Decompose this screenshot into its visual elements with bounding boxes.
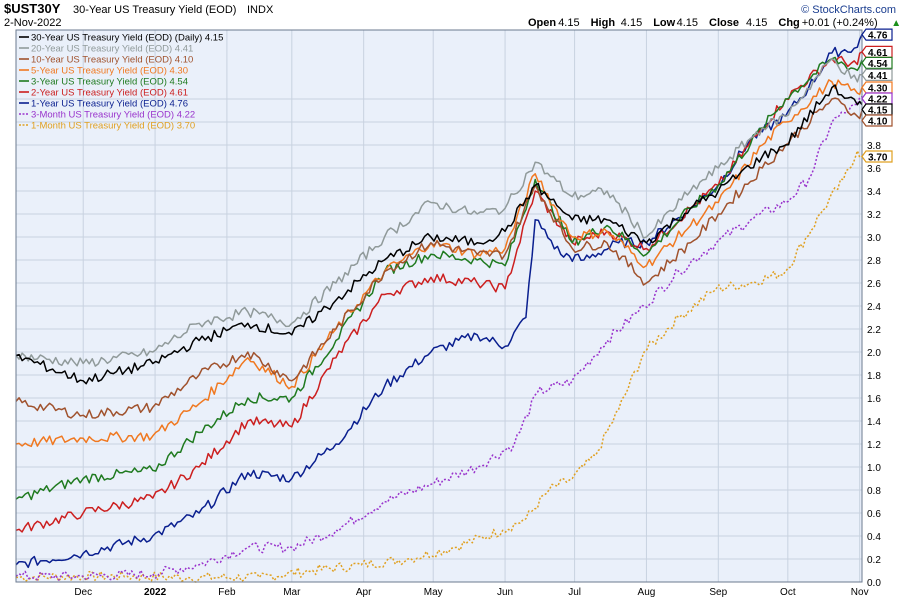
x-tick-label: Apr — [356, 587, 372, 598]
value-tag-label: 4.54 — [868, 59, 888, 70]
ohlc-label: Chg — [778, 17, 799, 29]
series-line — [15, 51, 863, 533]
y-tick-label: 0.2 — [867, 555, 881, 566]
y-tick-label: 3.0 — [867, 233, 881, 244]
x-tick-label: Dec — [74, 587, 92, 598]
series-line — [16, 150, 863, 583]
y-tick-label: 1.0 — [867, 463, 881, 474]
value-tag-label: 4.22 — [868, 95, 888, 106]
legend-entry: 5-Year US Treasury Yield (EOD) 4.30 — [31, 66, 188, 77]
y-tick-label: 3.2 — [867, 210, 881, 221]
series-line — [15, 56, 863, 501]
series-line — [15, 58, 863, 367]
x-tick-label: May — [424, 587, 443, 598]
chart-exchange: INDX — [247, 4, 274, 16]
y-tick-label: 2.2 — [867, 325, 881, 336]
series-line — [15, 79, 863, 448]
legend-entry: 1-Month US Treasury Yield (EOD) 3.70 — [31, 121, 195, 132]
y-tick-label: 1.8 — [867, 371, 881, 382]
series-line — [15, 34, 863, 569]
y-tick-label: 3.8 — [867, 141, 881, 152]
chg-up-icon: ▲ — [891, 18, 900, 29]
y-tick-label: 0.8 — [867, 486, 881, 497]
legend-entry: 3-Month US Treasury Yield (EOD) 4.22 — [31, 110, 195, 121]
y-tick-label: 1.2 — [867, 440, 881, 451]
legend-entry: 1-Year US Treasury Yield (EOD) 4.76 — [31, 99, 188, 110]
ohlc-value: 4.15 — [677, 17, 698, 29]
y-tick-label: 0.0 — [867, 578, 881, 589]
series-line — [15, 84, 863, 385]
y-tick-label: 2.6 — [867, 279, 881, 290]
x-tick-label: Jul — [568, 587, 581, 598]
y-tick-label: 2.0 — [867, 348, 881, 359]
x-tick-label: Oct — [780, 587, 796, 598]
y-tick-label: 2.4 — [867, 302, 881, 313]
legend-entry: 20-Year US Treasury Yield (EOD) 4.41 — [31, 44, 193, 55]
x-tick-label: Nov — [851, 587, 869, 598]
ohlc-value: 4.15 — [558, 17, 579, 29]
ohlc-value: +0.01 (+0.24%) — [802, 17, 878, 29]
value-tags: 4.76 4.614.544.41 4.304.224.154.10 3.70 — [861, 28, 893, 164]
value-tag — [861, 45, 893, 58]
plot-area: 0.0 0.2 0.4 0.6 0.8 1.0 1.2 1.4 1.6 1.8 2.0 2.2 2.4 2… — [15, 29, 881, 598]
x-tick-label: Sep — [709, 587, 727, 598]
ohlc-value: 4.15 — [746, 17, 767, 29]
ohlc-label: Low — [653, 17, 675, 29]
stockcharts-watermark: © StockCharts.com — [801, 4, 896, 16]
y-tick-label: 0.6 — [867, 509, 881, 520]
legend-entry: 3-Year US Treasury Yield (EOD) 4.54 — [31, 77, 188, 88]
chart-date: 2-Nov-2022 — [4, 17, 61, 29]
value-tag-label: 4.10 — [868, 117, 888, 128]
ohlc-value: 4.15 — [621, 17, 642, 29]
x-tick-label: Aug — [638, 587, 656, 598]
x-tick-label: Feb — [218, 587, 236, 598]
y-tick-label: 3.4 — [867, 187, 881, 198]
value-tag-label: 4.41 — [868, 71, 888, 82]
y-tick-label: 1.4 — [867, 417, 881, 428]
series-line — [15, 97, 863, 419]
ohlc-label: Open — [528, 17, 556, 29]
x-tick-label: Jun — [497, 587, 513, 598]
chart-legend: 30-Year US Treasury Yield (EOD) (Daily) … — [19, 33, 223, 132]
value-tag-label: 4.76 — [868, 31, 888, 42]
value-tag — [861, 92, 893, 105]
plot-frame — [15, 29, 863, 583]
value-tag — [861, 56, 893, 69]
series-line — [15, 95, 863, 581]
value-tag-label: 4.61 — [868, 48, 888, 59]
y-tick-label: 0.4 — [867, 532, 881, 543]
ohlc-label: Close — [709, 17, 739, 29]
x-tick-label: 2022 — [144, 587, 167, 598]
legend-entry: 2-Year US Treasury Yield (EOD) 4.61 — [31, 88, 188, 99]
y-tick-label: 3.6 — [867, 164, 881, 175]
value-tag — [861, 81, 893, 94]
x-tick-label: Mar — [283, 587, 301, 598]
value-tag-label: 3.70 — [868, 153, 888, 164]
legend-entry: 10-Year US Treasury Yield (EOD) 4.10 — [31, 55, 193, 66]
value-tag — [861, 68, 893, 81]
value-tag — [861, 103, 893, 116]
ohlc-readout: Open 4.15 High 4.15 Low 4.15 Close 4.15 Chg +0.01… — [528, 17, 900, 29]
value-tag — [861, 150, 893, 163]
value-tag — [861, 114, 893, 127]
value-tag-label: 4.15 — [868, 106, 888, 117]
chart-name: 30-Year US Treasury Yield (EOD) — [73, 4, 236, 16]
legend-entry: 30-Year US Treasury Yield (EOD) (Daily) … — [31, 33, 223, 44]
ohlc-label: High — [591, 17, 616, 29]
value-tag-label: 4.30 — [868, 84, 888, 95]
y-tick-label: 2.8 — [867, 256, 881, 267]
chart-symbol: $UST30Y — [4, 1, 61, 16]
y-tick-label: 1.6 — [867, 394, 881, 405]
value-tag — [861, 28, 893, 41]
